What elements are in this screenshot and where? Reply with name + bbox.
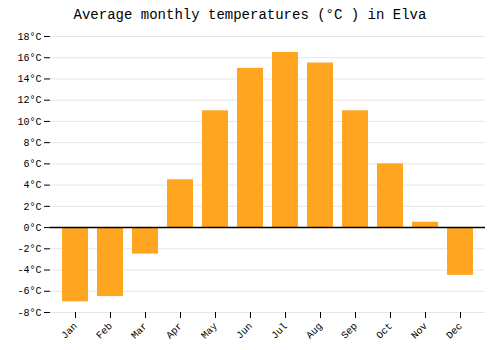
svg-text:0°C: 0°C: [23, 223, 41, 234]
svg-text:-4°C: -4°C: [17, 265, 41, 276]
svg-text:4°C: 4°C: [23, 180, 41, 191]
svg-text:18°C: 18°C: [17, 32, 41, 43]
svg-text:Jul: Jul: [269, 321, 290, 342]
svg-text:Oct: Oct: [374, 321, 395, 342]
svg-text:14°C: 14°C: [17, 74, 41, 85]
html-text:Average monthly temperatures (: Average monthly temperatures (°C ) in El…: [73, 7, 427, 23]
svg-text:-6°C: -6°C: [17, 286, 41, 297]
svg-text:Nov: Nov: [409, 321, 430, 342]
svg-text:Jan: Jan: [59, 321, 80, 342]
svg-text:-2°C: -2°C: [17, 244, 41, 255]
svg-text:May: May: [199, 321, 220, 342]
svg-text:8°C: 8°C: [23, 138, 41, 149]
svg-text:Sep: Sep: [339, 321, 360, 342]
svg-text:16°C: 16°C: [17, 53, 41, 64]
svg-text:Aug: Aug: [304, 321, 325, 342]
svg-text:Feb: Feb: [94, 321, 115, 342]
svg-text:12°C: 12°C: [17, 95, 41, 106]
svg-text:6°C: 6°C: [23, 159, 41, 170]
svg-text:Dec: Dec: [444, 321, 465, 342]
svg-text:-8°C: -8°C: [17, 308, 41, 319]
svg-text:2°C: 2°C: [23, 202, 41, 213]
svg-text:Jun: Jun: [234, 321, 255, 342]
svg-text:10°C: 10°C: [17, 117, 41, 128]
svg-text:Apr: Apr: [164, 321, 185, 342]
svg-text:Mar: Mar: [129, 321, 150, 342]
